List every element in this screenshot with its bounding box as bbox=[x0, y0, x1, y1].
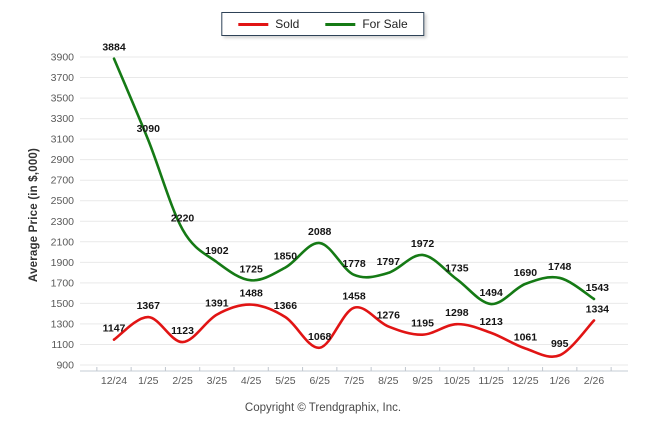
svg-text:1500: 1500 bbox=[51, 298, 75, 310]
svg-text:11/25: 11/25 bbox=[478, 375, 504, 387]
y-axis-title: Average Price (in $,000) bbox=[28, 147, 40, 283]
svg-text:1900: 1900 bbox=[51, 257, 75, 269]
svg-text:9/25: 9/25 bbox=[412, 375, 433, 387]
legend-label-for-sale: For Sale bbox=[362, 17, 408, 31]
svg-text:3900: 3900 bbox=[51, 52, 75, 64]
svg-text:1902: 1902 bbox=[205, 245, 229, 257]
svg-text:1458: 1458 bbox=[342, 291, 366, 303]
svg-text:4/25: 4/25 bbox=[241, 375, 262, 387]
copyright-text: Copyright © Trendgraphix, Inc. bbox=[244, 402, 402, 414]
svg-text:8/25: 8/25 bbox=[378, 375, 399, 387]
svg-text:1123: 1123 bbox=[171, 325, 194, 337]
svg-text:1700: 1700 bbox=[51, 277, 75, 289]
svg-text:1100: 1100 bbox=[51, 339, 74, 351]
svg-text:1367: 1367 bbox=[137, 300, 161, 312]
svg-text:1147: 1147 bbox=[103, 323, 126, 335]
svg-text:3884: 3884 bbox=[102, 42, 126, 54]
svg-text:1061: 1061 bbox=[514, 331, 538, 343]
svg-text:1391: 1391 bbox=[205, 298, 229, 310]
legend-item-for-sale: For Sale bbox=[325, 17, 408, 31]
svg-text:1334: 1334 bbox=[586, 303, 610, 315]
sold-line-swatch bbox=[238, 22, 269, 26]
svg-text:1735: 1735 bbox=[445, 262, 469, 274]
svg-text:1213: 1213 bbox=[479, 316, 503, 328]
svg-text:1494: 1494 bbox=[479, 287, 503, 299]
svg-text:1797: 1797 bbox=[377, 256, 401, 268]
svg-text:1195: 1195 bbox=[411, 318, 434, 330]
svg-text:1778: 1778 bbox=[342, 258, 366, 270]
svg-text:5/25: 5/25 bbox=[275, 375, 296, 387]
svg-text:1488: 1488 bbox=[239, 288, 263, 300]
svg-text:2700: 2700 bbox=[51, 175, 75, 187]
svg-text:12/24: 12/24 bbox=[101, 375, 127, 387]
svg-text:3/25: 3/25 bbox=[207, 375, 228, 387]
svg-text:2088: 2088 bbox=[308, 226, 332, 238]
svg-text:2500: 2500 bbox=[51, 195, 75, 207]
svg-text:6/25: 6/25 bbox=[309, 375, 330, 387]
svg-text:3300: 3300 bbox=[51, 113, 75, 125]
svg-text:12/25: 12/25 bbox=[512, 375, 538, 387]
svg-text:1276: 1276 bbox=[377, 309, 401, 321]
svg-text:7/25: 7/25 bbox=[344, 375, 365, 387]
svg-text:1/25: 1/25 bbox=[138, 375, 159, 387]
svg-text:1725: 1725 bbox=[239, 263, 263, 275]
legend: Sold For Sale bbox=[221, 12, 425, 36]
svg-text:900: 900 bbox=[56, 360, 74, 372]
svg-text:2/25: 2/25 bbox=[172, 375, 193, 387]
legend-item-sold: Sold bbox=[238, 18, 299, 30]
svg-text:1543: 1543 bbox=[586, 282, 610, 294]
svg-text:1366: 1366 bbox=[274, 300, 298, 312]
legend-label-sold: Sold bbox=[275, 17, 300, 31]
svg-text:1850: 1850 bbox=[274, 250, 298, 262]
svg-text:1300: 1300 bbox=[51, 318, 75, 330]
price-trend-line-chart: 900 1100 1300 1500 1700 1900 2100 2300 2500 2700 2… bbox=[51, 42, 628, 387]
svg-text:3090: 3090 bbox=[137, 123, 161, 135]
svg-text:2/26: 2/26 bbox=[584, 375, 605, 387]
svg-text:2220: 2220 bbox=[171, 212, 195, 224]
svg-text:1298: 1298 bbox=[445, 307, 469, 319]
svg-text:995: 995 bbox=[551, 338, 569, 350]
svg-text:1690: 1690 bbox=[514, 267, 538, 279]
svg-text:1/26: 1/26 bbox=[549, 375, 570, 387]
svg-text:10/25: 10/25 bbox=[444, 375, 470, 387]
svg-text:3100: 3100 bbox=[51, 134, 75, 146]
for-sale-line-swatch bbox=[325, 22, 356, 26]
svg-text:2900: 2900 bbox=[51, 154, 75, 166]
svg-text:1972: 1972 bbox=[411, 238, 435, 250]
svg-text:3500: 3500 bbox=[51, 93, 75, 105]
svg-text:3700: 3700 bbox=[51, 72, 75, 84]
svg-text:1068: 1068 bbox=[308, 331, 332, 343]
svg-text:2100: 2100 bbox=[51, 236, 75, 248]
svg-text:2300: 2300 bbox=[51, 216, 75, 228]
svg-text:1748: 1748 bbox=[548, 261, 572, 273]
